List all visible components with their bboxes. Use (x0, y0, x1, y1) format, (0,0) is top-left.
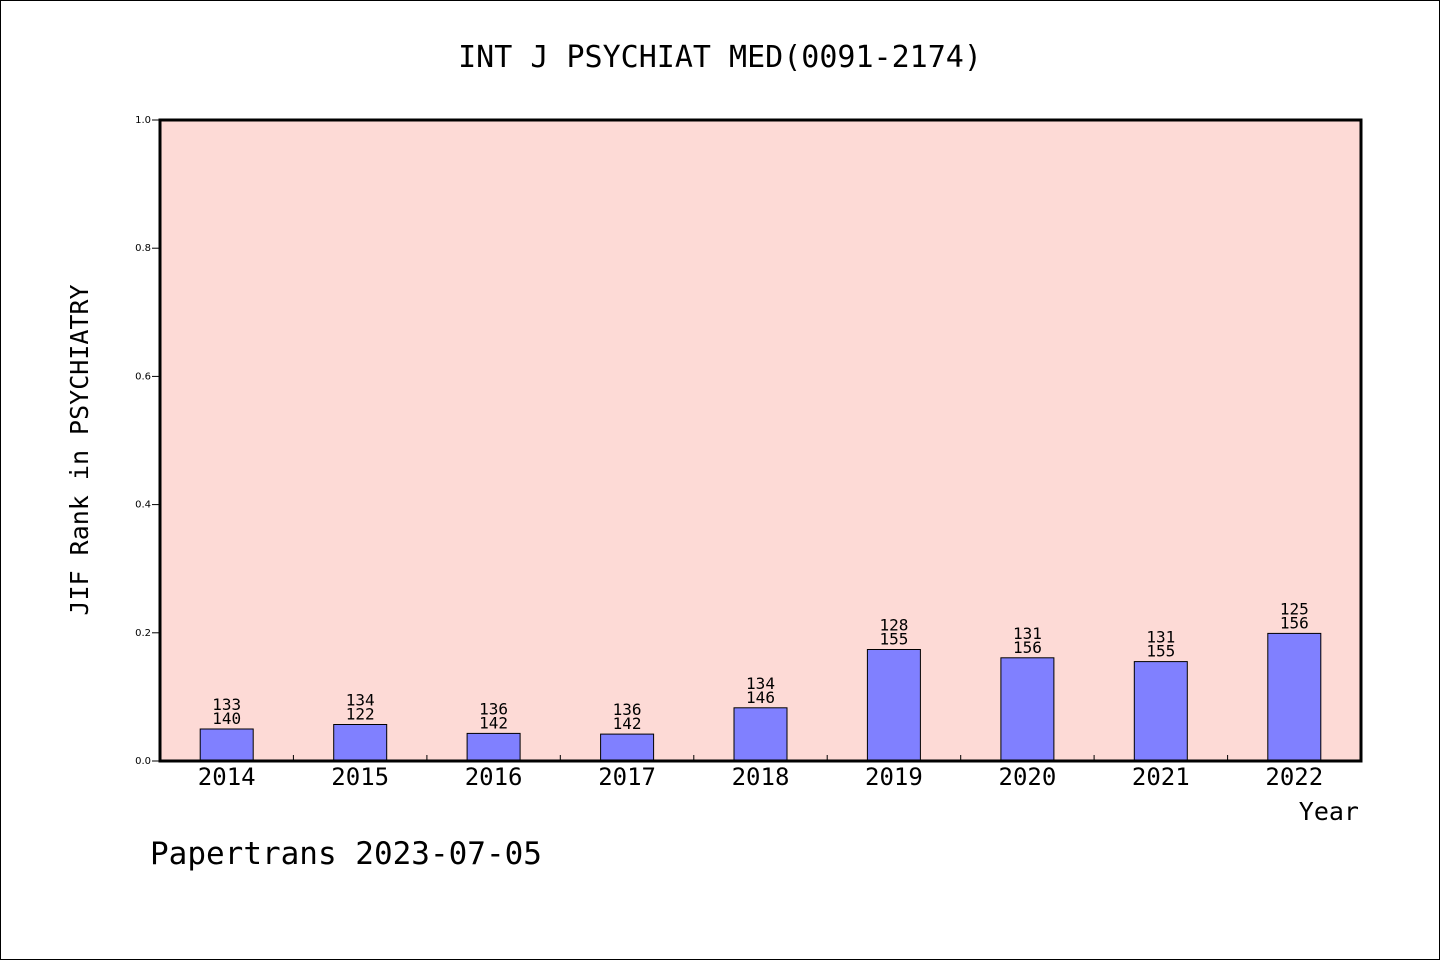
x-axis-label: Year (1299, 797, 1359, 826)
y-tick-label: 0.0 (135, 756, 151, 767)
chart-title: INT J PSYCHIAT MED(0091-2174) (458, 40, 982, 75)
bar-label-top-2020: 131 (1013, 624, 1042, 643)
bar-label-bottom-2014: 140 (212, 709, 241, 728)
y-ticks-group: 0.0 0.2 0.4 0.6 0.8 1.0 (135, 115, 160, 767)
bar-label-bottom-2018: 146 (746, 688, 775, 707)
x-tick-label-2017: 2017 (598, 763, 656, 791)
x-tick-label-2021: 2021 (1132, 763, 1190, 791)
bar-label-top-2018: 134 (746, 674, 775, 693)
bar-label-top-2016: 136 (479, 699, 508, 718)
y-tick-label: 0.6 (135, 371, 151, 382)
plot-border (158, 118, 1363, 763)
bar-label-bottom-2020: 156 (1013, 638, 1042, 657)
bar-label-bottom-2021: 155 (1146, 642, 1175, 661)
bar-label-bottom-2015: 122 (346, 705, 375, 724)
bar-2016 (466, 732, 521, 762)
y-axis-label: JIF Rank in PSYCHIATRY (65, 284, 94, 615)
x-tick-label-2014: 2014 (198, 763, 256, 791)
bar-label-bottom-2022: 156 (1280, 613, 1309, 632)
bar-label-bottom-2019: 155 (879, 630, 908, 649)
bar-2017 (600, 733, 655, 762)
x-tick-label-2019: 2019 (865, 763, 923, 791)
plot-area (160, 120, 1361, 761)
y-tick-label: 0.4 (135, 500, 151, 511)
bar-label-bottom-2016: 142 (479, 713, 508, 732)
bar-2020 (1000, 657, 1055, 762)
bar-2021 (1133, 661, 1188, 762)
bar-2015 (333, 724, 388, 762)
bar-label-top-2017: 136 (613, 700, 642, 719)
x-ticks-group: 2014 2015 2016 2017 2018 2019 2020 2021 2022 (198, 755, 1323, 791)
x-tick-label-2018: 2018 (732, 763, 790, 791)
bar-label-bottom-2017: 142 (613, 714, 642, 733)
x-tick-label-2016: 2016 (465, 763, 523, 791)
x-tick-label-2022: 2022 (1265, 763, 1323, 791)
y-tick-label: 1.0 (135, 115, 151, 126)
bar-label-top-2019: 128 (879, 616, 908, 635)
x-tick-label-2015: 2015 (331, 763, 389, 791)
bar-2019 (866, 649, 921, 762)
bar-label-top-2021: 131 (1146, 628, 1175, 647)
y-tick-label: 0.8 (135, 243, 151, 254)
y-tick-label: 0.2 (135, 628, 151, 639)
bar-label-top-2014: 133 (212, 695, 241, 714)
x-tick-label-2020: 2020 (999, 763, 1057, 791)
bar-2014 (199, 728, 254, 762)
bar-2022 (1267, 632, 1322, 762)
bar-label-top-2022: 125 (1280, 599, 1309, 618)
watermark-text: Papertrans 2023-07-05 (150, 836, 542, 872)
bar-2018 (733, 707, 788, 762)
bar-label-top-2015: 134 (346, 691, 375, 710)
